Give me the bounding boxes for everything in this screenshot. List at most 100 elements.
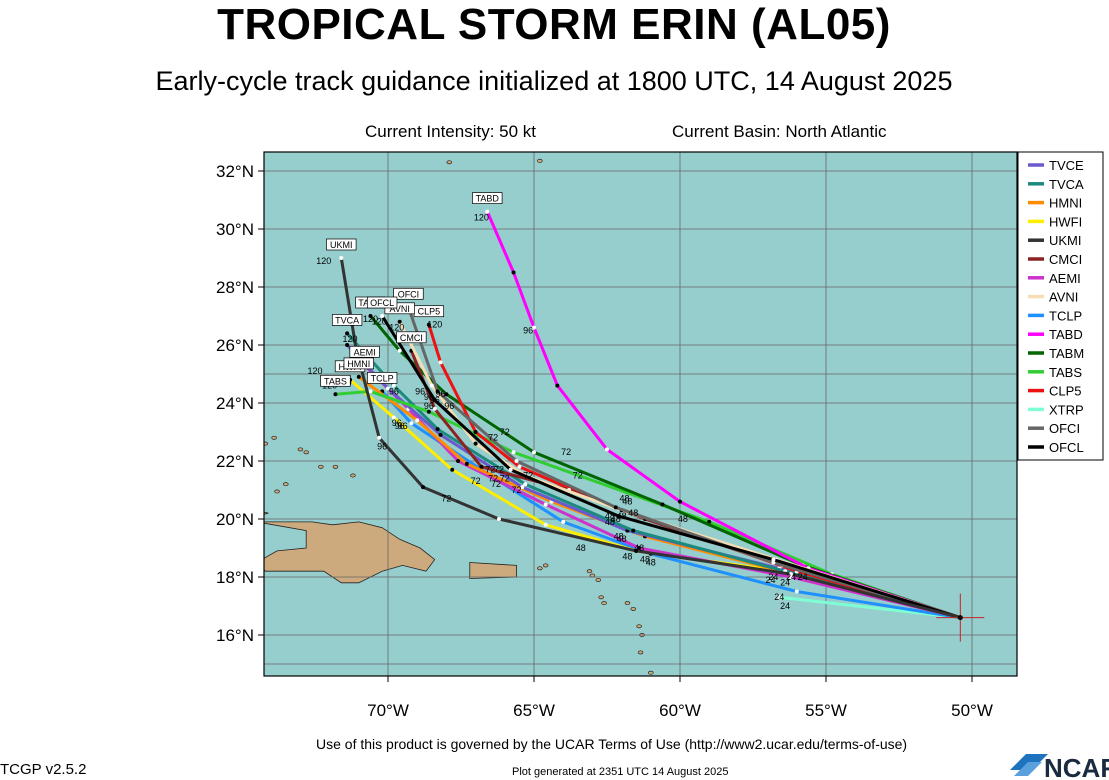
forecast-hour-label: 24: [766, 575, 776, 585]
island: [271, 435, 277, 440]
track-point: [771, 560, 776, 565]
track-point: [511, 270, 516, 275]
track-point: [631, 528, 636, 533]
track-end-label: UKMI: [330, 240, 353, 250]
legend-label-ukmi: UKMI: [1049, 233, 1082, 248]
track-end-label: TABD: [476, 194, 500, 204]
track-ofcl: [380, 315, 961, 620]
track-point: [634, 548, 639, 553]
forecast-hour-label: 72: [573, 470, 583, 480]
track-point: [543, 502, 548, 507]
island: [637, 650, 644, 655]
forecast-hour-label: 72: [561, 447, 571, 457]
forecast-hour-label: 72: [471, 476, 481, 486]
lon-label: 70°W: [367, 701, 409, 720]
track-point: [485, 209, 490, 214]
lat-label: 30°N: [216, 220, 254, 239]
track-tabd: [485, 211, 961, 620]
track-point: [391, 383, 396, 388]
track-end-label: OFCL: [370, 298, 394, 308]
island: [648, 670, 654, 675]
island: [332, 464, 339, 469]
island: [636, 624, 642, 629]
ncar-logo: NCAR: [1010, 753, 1109, 780]
track-point: [464, 461, 469, 466]
legend-label-cmci: CMCI: [1049, 252, 1082, 267]
lon-label: 65°W: [513, 701, 555, 720]
track-point: [438, 432, 443, 437]
legend-label-tabd: TABD: [1049, 327, 1083, 342]
track-point: [523, 482, 528, 487]
legend-label-tvca: TVCA: [1049, 177, 1084, 192]
forecast-hour-label: 48: [614, 531, 624, 541]
island: [446, 160, 453, 165]
island: [274, 489, 280, 494]
track-end-tag: [320, 374, 351, 387]
track-point: [438, 360, 443, 365]
track-point: [333, 392, 338, 397]
forecast-hour-label: 96: [395, 421, 405, 431]
track-point: [678, 499, 682, 504]
forecast-hour-label: 120: [363, 314, 378, 324]
track-end-tag: [396, 331, 427, 344]
lat-label: 26°N: [216, 336, 254, 355]
track-point: [605, 447, 609, 452]
forecast-hour-label: 120: [474, 212, 489, 222]
forecast-hour-label: 96: [424, 401, 434, 411]
track-point: [514, 459, 519, 463]
page-title: TROPICAL STORM ERIN (AL05): [217, 0, 891, 49]
legend-label-ofci: OFCI: [1049, 421, 1080, 436]
island: [318, 464, 324, 469]
landmass: [469, 562, 517, 579]
track-point: [616, 514, 621, 519]
forecast-hour-label: 96: [398, 421, 408, 431]
forecast-hour-label: 96: [392, 418, 402, 428]
track-point: [435, 389, 440, 394]
track-end-label: TVCA: [335, 315, 359, 325]
island: [601, 601, 607, 606]
track-point: [456, 459, 461, 463]
forecast-hour-label: 48: [640, 555, 650, 565]
track-point: [409, 421, 414, 426]
track-point: [532, 450, 536, 455]
track-point: [380, 314, 385, 318]
track-point: [543, 522, 548, 527]
track-point: [429, 383, 434, 388]
landmass: [264, 521, 436, 584]
track-point: [397, 319, 402, 324]
forecast-hour-label: 24: [780, 578, 790, 588]
island: [595, 577, 601, 582]
island: [283, 482, 289, 487]
forecast-hour-label: 96: [430, 395, 440, 405]
forecast-hour-label: 72: [500, 473, 510, 483]
page-subtitle: Early-cycle track guidance initialized a…: [155, 66, 953, 96]
track-end-label: TABS: [324, 376, 347, 386]
forecast-hour-label: 48: [622, 497, 632, 507]
track-end-tag: [326, 238, 357, 251]
track-end-label: CMCI: [400, 333, 423, 343]
forecast-hour-label: 72: [488, 473, 498, 483]
forecast-hour-label: 72: [494, 465, 504, 475]
lat-label: 16°N: [216, 626, 254, 645]
track-point: [421, 485, 426, 490]
island: [297, 447, 304, 452]
forecast-hour-label: 72: [491, 479, 501, 489]
track-point: [637, 546, 642, 550]
forecast-hour-label: 120: [389, 323, 404, 333]
island: [537, 158, 543, 163]
forecast-hour-label: 120: [427, 320, 442, 330]
island: [303, 450, 309, 455]
forecast-hour-label: 72: [511, 485, 521, 495]
track-point: [794, 589, 799, 594]
track-point: [435, 427, 440, 432]
forecast-hour-label: 96: [415, 386, 425, 396]
track-point: [479, 464, 484, 469]
track-point: [473, 441, 478, 446]
island: [624, 601, 631, 606]
forecast-hour-label: 96: [389, 386, 399, 396]
forecast-hour-label: 72: [441, 494, 451, 504]
track-end-label: AVNI: [390, 304, 410, 314]
track-point: [345, 343, 350, 347]
forecast-hour-label: 72: [523, 470, 533, 480]
